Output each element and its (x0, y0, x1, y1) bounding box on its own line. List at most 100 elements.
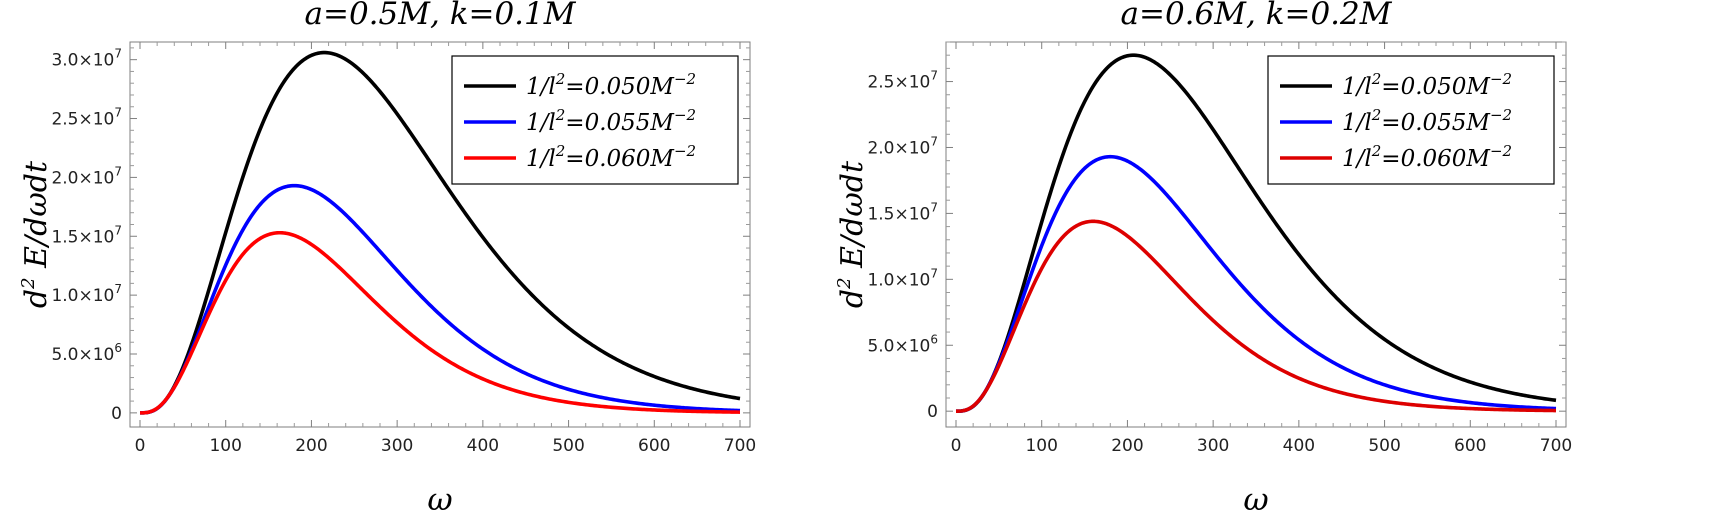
legend-label-sup: 2 (555, 142, 566, 160)
y-tick-label: 1.0×107 (867, 266, 938, 290)
chart-panel-right: a=0.6M, k=0.2M 0 100 200 300 400 500 600 700 0 5.0… (834, 0, 1572, 518)
legend-label-2: 1/l2=0.060M−2 (1342, 142, 1512, 172)
y-tick-label: 2.0×107 (867, 134, 938, 158)
y-tick-exponent: 7 (114, 223, 122, 237)
y-tick-exponent: 7 (930, 200, 938, 214)
legend-box (1267, 55, 1555, 185)
y-tick-label: 1.0×107 (51, 282, 122, 306)
x-tick-label: 0 (951, 436, 962, 456)
y-tick-mantissa: 2.0×10 (867, 138, 930, 158)
plot-frame (129, 41, 751, 428)
y-tick-label: 2.5×107 (867, 69, 938, 93)
y-tick-mantissa: 2.5×10 (51, 110, 114, 130)
legend-label-mid: =0.060M (565, 146, 675, 172)
y-tick-exponent: 7 (930, 134, 938, 148)
y-tick-mantissa: 1.5×10 (51, 227, 114, 247)
legend-label-pre: 1/l (526, 110, 556, 136)
x-axis-label: ω (427, 482, 452, 518)
legend-label-pre: 1/l (1342, 146, 1372, 172)
y-tick-exponent: 6 (114, 341, 122, 355)
y-tick-exponent: 7 (930, 69, 938, 83)
y-tick-mantissa: 0 (111, 404, 122, 424)
y-tick-label: 0 (927, 402, 938, 422)
y-axis-label: d2 E/dωdt (834, 160, 870, 308)
y-tick-label: 1.5×107 (51, 223, 122, 247)
series-line-1 (955, 154, 1557, 413)
legend-label-sup: 2 (1371, 106, 1382, 124)
y-tick-label: 2.5×107 (51, 106, 122, 130)
y-tick-label: 0 (111, 404, 122, 424)
x-tick-label: 300 (1197, 436, 1229, 456)
legend-label-mid: =0.050M (1381, 74, 1491, 100)
plot-frame (945, 41, 1567, 428)
legend-label-sup: −2 (1490, 70, 1512, 88)
y-tick-exponent: 7 (114, 47, 122, 61)
x-tick-label: 600 (1454, 436, 1486, 456)
legend-label-sup: −2 (1490, 106, 1512, 124)
legend-label-pre: 1/l (526, 146, 556, 172)
series-line-0 (139, 50, 741, 415)
legend-label-sup: 2 (1371, 70, 1382, 88)
series-line-1 (139, 183, 741, 415)
x-tick-label: 100 (209, 436, 241, 456)
series-line-0 (955, 53, 1557, 413)
legend-box (451, 55, 739, 185)
y-tick-mantissa: 3.0×10 (51, 51, 114, 71)
series-line-2 (139, 230, 741, 415)
y-tick-label: 5.0×106 (867, 332, 938, 356)
y-tick-label: 2.0×107 (51, 164, 122, 188)
y-label-sup: 2 (18, 277, 39, 289)
y-tick-label: 1.5×107 (867, 200, 938, 224)
x-tick-label: 100 (1025, 436, 1057, 456)
y-tick-mantissa: 5.0×10 (51, 345, 114, 365)
x-tick-label: 300 (381, 436, 413, 456)
legend-label-2: 1/l2=0.060M−2 (526, 142, 696, 172)
legend-label-mid: =0.055M (1381, 110, 1491, 136)
legend-label-pre: 1/l (1342, 74, 1372, 100)
y-tick-mantissa: 2.0×10 (51, 168, 114, 188)
legend-label-mid: =0.050M (565, 74, 675, 100)
y-tick-exponent: 7 (930, 266, 938, 280)
legend-label-sup: −2 (674, 142, 696, 160)
legend-label-sup: 2 (555, 70, 566, 88)
y-tick-mantissa: 0 (927, 402, 938, 422)
x-tick-label: 400 (467, 436, 499, 456)
legend-label-1: 1/l2=0.055M−2 (1342, 106, 1512, 136)
legend-label-pre: 1/l (1342, 110, 1372, 136)
legend-label-0: 1/l2=0.050M−2 (526, 70, 696, 100)
y-label-sup: 2 (834, 277, 855, 289)
legend-label-mid: =0.060M (1381, 146, 1491, 172)
y-tick-exponent: 7 (114, 282, 122, 296)
series-line-2 (955, 219, 1557, 413)
legend-label-sup: −2 (1490, 142, 1512, 160)
x-tick-label: 500 (552, 436, 584, 456)
legend-label-sup: −2 (674, 106, 696, 124)
y-label-rest: E/dωdt (19, 160, 54, 277)
chart-panel-left: a=0.5M, k=0.1M 0 100 200 300 400 500 600 700 0 5.0… (18, 0, 756, 518)
x-tick-label: 700 (1540, 436, 1572, 456)
x-tick-label: 500 (1368, 436, 1400, 456)
y-axis-label: d2 E/dωdt (18, 160, 54, 308)
y-tick-exponent: 6 (930, 332, 938, 346)
y-tick-mantissa: 2.5×10 (867, 73, 930, 93)
y-tick-label: 3.0×107 (51, 47, 122, 71)
legend-label-sup: −2 (674, 70, 696, 88)
legend-label-1: 1/l2=0.055M−2 (526, 106, 696, 136)
legend-label-sup: 2 (1371, 142, 1382, 160)
y-tick-mantissa: 1.0×10 (51, 286, 114, 306)
y-label-base: d (19, 289, 54, 308)
chart-title: a=0.5M, k=0.1M (304, 0, 576, 32)
y-tick-mantissa: 1.5×10 (867, 204, 930, 224)
y-tick-exponent: 7 (114, 164, 122, 178)
y-tick-mantissa: 1.0×10 (867, 270, 930, 290)
legend-label-0: 1/l2=0.050M−2 (1342, 70, 1512, 100)
legend-label-pre: 1/l (526, 74, 556, 100)
x-tick-label: 200 (295, 436, 327, 456)
y-tick-label: 5.0×106 (51, 341, 122, 365)
x-axis-label: ω (1243, 482, 1268, 518)
x-tick-label: 0 (135, 436, 146, 456)
x-tick-label: 200 (1111, 436, 1143, 456)
x-tick-label: 700 (724, 436, 756, 456)
y-tick-mantissa: 5.0×10 (867, 336, 930, 356)
